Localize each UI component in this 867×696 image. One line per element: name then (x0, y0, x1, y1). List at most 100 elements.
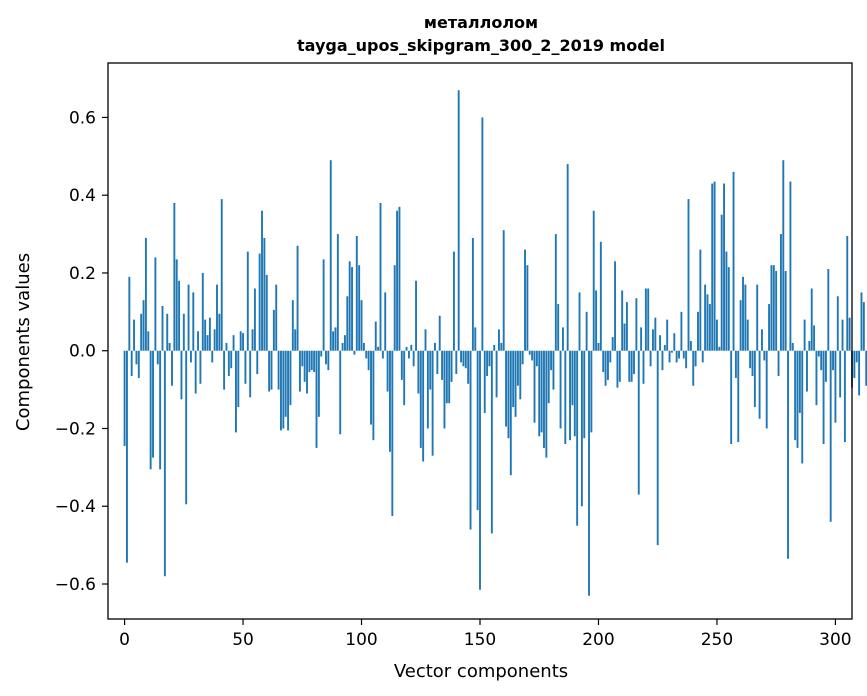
bar (377, 346, 380, 351)
bar (765, 350, 768, 429)
bar (306, 350, 308, 394)
bar (761, 329, 763, 351)
bar (597, 342, 600, 351)
bar (723, 183, 725, 351)
bar (637, 350, 640, 495)
bar (775, 271, 778, 351)
bar (448, 350, 451, 404)
y-tick-label: −0.4 (55, 497, 96, 517)
bar (621, 290, 624, 351)
bar (656, 350, 659, 546)
y-tick-label: 0.0 (69, 342, 96, 362)
bar (336, 234, 339, 351)
bar (784, 271, 787, 351)
x-axis-ticks: 0 50 100 150 200 250 300 (119, 619, 852, 650)
bar (289, 350, 292, 406)
bar (708, 304, 711, 351)
bar (509, 350, 512, 476)
bar (263, 237, 266, 351)
bar (614, 261, 617, 351)
x-tick-label: 100 (345, 630, 377, 650)
chart-subtitle: tayga_upos_skipgram_300_2_2019 model (297, 36, 665, 55)
bar (689, 341, 692, 351)
bar (625, 302, 628, 351)
bar (159, 350, 162, 470)
bar (630, 350, 633, 382)
bar (668, 350, 671, 363)
bar (353, 350, 356, 355)
bar (310, 350, 313, 371)
bar (623, 323, 626, 351)
bar (126, 350, 128, 563)
bar (486, 350, 489, 376)
bar (367, 350, 370, 371)
bar (381, 350, 384, 359)
bar (239, 331, 242, 351)
bar (481, 117, 484, 351)
bar (715, 319, 718, 351)
bar (604, 350, 607, 386)
bar (405, 346, 408, 351)
bar (467, 350, 470, 384)
bar (284, 350, 287, 417)
bar (803, 319, 806, 351)
bar (756, 284, 759, 351)
bar (128, 276, 131, 351)
bar (545, 350, 548, 458)
bar (144, 237, 147, 351)
x-tick-label: 300 (819, 630, 851, 650)
bar (649, 350, 652, 367)
bar (680, 311, 683, 351)
bar (346, 296, 349, 351)
bar (806, 350, 808, 392)
bar (298, 350, 301, 392)
y-axis-ticks: −0.6 −0.4 −0.2 0.0 0.2 0.4 0.6 (55, 108, 108, 595)
bar (644, 288, 647, 351)
bar (230, 350, 233, 369)
bar (652, 329, 654, 351)
bar (557, 304, 560, 351)
bar (583, 350, 586, 439)
bar (232, 335, 235, 351)
bar (445, 350, 448, 404)
bar (580, 350, 583, 507)
bar (794, 350, 797, 441)
bar (384, 292, 387, 351)
bar (493, 344, 496, 351)
bar (280, 350, 282, 431)
bar (327, 350, 330, 371)
bar (609, 350, 612, 363)
bar (701, 350, 704, 363)
bar (391, 350, 394, 516)
x-tick-label: 0 (119, 630, 130, 650)
bar (460, 350, 462, 363)
bar (192, 292, 195, 351)
bar (744, 284, 747, 351)
bar (334, 327, 337, 351)
bar (211, 350, 214, 363)
bar (815, 350, 818, 406)
bar (654, 317, 657, 351)
bar (251, 329, 254, 351)
bar (182, 313, 185, 351)
bar (415, 280, 417, 351)
y-axis-label: Components values (13, 253, 34, 431)
bar (820, 350, 823, 371)
bar (616, 350, 619, 388)
bar (351, 267, 353, 351)
bar (858, 350, 861, 396)
bar (531, 350, 534, 361)
bar (431, 350, 434, 456)
bar (133, 319, 136, 351)
bar (516, 350, 519, 386)
bar (692, 350, 695, 386)
bar (561, 327, 564, 351)
bar (476, 350, 479, 511)
bar (488, 350, 491, 367)
bar (343, 335, 346, 351)
bar (711, 183, 714, 351)
bar (483, 350, 486, 413)
bar (843, 350, 846, 443)
bar (365, 350, 368, 359)
